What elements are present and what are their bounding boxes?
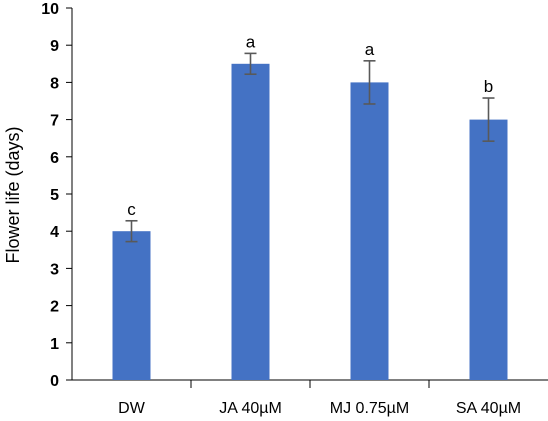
error-bar <box>244 52 257 76</box>
y-tick-label: 2 <box>50 299 59 316</box>
y-tick-label: 5 <box>50 187 59 204</box>
error-bar <box>363 60 376 105</box>
y-tick-label: 4 <box>50 224 59 241</box>
x-axis: DW JA 40µM MJ 0.75µM SA 40µM <box>72 379 548 417</box>
y-tick-label: 6 <box>50 150 59 167</box>
y-tick-label: 0 <box>50 373 59 390</box>
y-tick-label: 7 <box>50 113 59 130</box>
significance-letter: c <box>127 200 136 219</box>
y-tick-label: 1 <box>50 336 59 353</box>
significance-letter: b <box>484 77 493 96</box>
x-tick-label: JA 40µM <box>219 400 282 417</box>
bar <box>469 119 508 380</box>
bar <box>350 82 389 381</box>
x-tick-label: SA 40µM <box>456 400 521 417</box>
y-axis: 0 1 2 3 4 5 6 7 8 9 10 <box>41 1 73 390</box>
bars: c a a b <box>112 32 508 381</box>
y-tick-label: 10 <box>41 1 59 18</box>
significance-letter: a <box>246 32 256 51</box>
bar <box>112 231 151 380</box>
error-bar <box>125 219 138 243</box>
error-bar <box>482 97 495 142</box>
x-tick-label: DW <box>118 400 146 417</box>
y-tick-label: 3 <box>50 261 59 278</box>
bar <box>231 63 270 381</box>
significance-letter: a <box>365 40 375 59</box>
x-tick-label: MJ 0.75µM <box>330 400 409 417</box>
y-tick-label: 8 <box>50 75 59 92</box>
y-axis-label: Flower life (days) <box>3 126 23 263</box>
y-tick-label: 9 <box>50 38 59 55</box>
